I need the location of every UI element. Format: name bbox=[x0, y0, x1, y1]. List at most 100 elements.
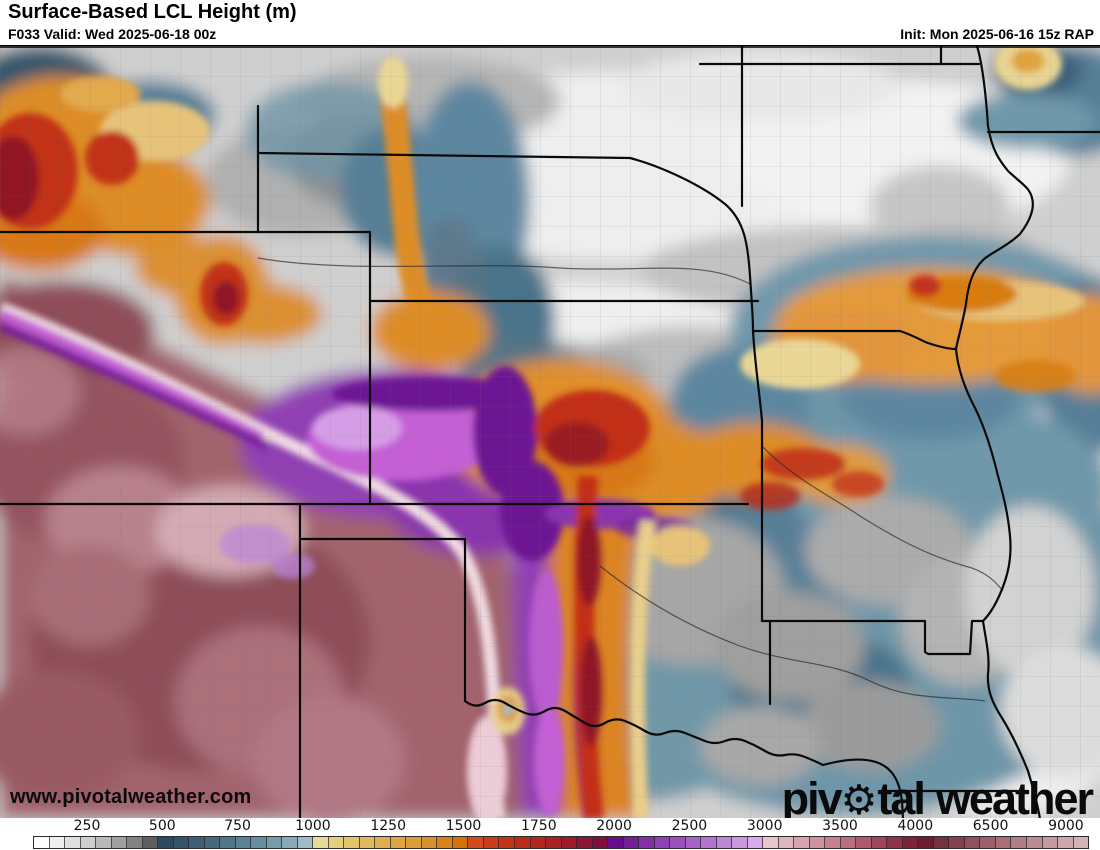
color-scale-cell bbox=[670, 837, 686, 848]
color-scale-cell bbox=[1011, 837, 1027, 848]
color-scale-cell bbox=[809, 837, 826, 848]
forecast-valid-label: F033 Valid: Wed 2025-06-18 00z bbox=[8, 26, 217, 42]
color-scale-cell bbox=[251, 837, 267, 848]
color-scale-cell bbox=[763, 837, 779, 848]
color-scale-cell bbox=[344, 837, 360, 848]
lcl-height-map: www.pivotalweather.com piv⚙tal weather bbox=[0, 45, 1100, 824]
state-boundaries-layer bbox=[0, 46, 1100, 819]
color-scale-cell bbox=[592, 837, 609, 848]
color-scale-cell bbox=[980, 837, 996, 848]
color-scale-cell bbox=[918, 837, 934, 848]
color-scale-cell bbox=[80, 837, 97, 848]
color-scale-cell bbox=[995, 837, 1012, 848]
color-scale-cell bbox=[623, 837, 640, 848]
color-scale-cell bbox=[701, 837, 717, 848]
color-scale-tick-label: 1000 bbox=[295, 818, 331, 834]
color-scale-cell bbox=[49, 837, 66, 848]
color-scale-tick-label: 1250 bbox=[370, 818, 407, 834]
color-scale-cell bbox=[266, 837, 283, 848]
model-init-label: Init: Mon 2025-06-16 15z RAP bbox=[900, 26, 1094, 42]
color-scale-cell bbox=[577, 837, 593, 848]
page-title: Surface-Based LCL Height (m) bbox=[8, 1, 297, 23]
color-scale-cell bbox=[778, 837, 795, 848]
color-scale-cell bbox=[189, 837, 205, 848]
color-scale-cell bbox=[437, 837, 453, 848]
color-scale-cell bbox=[235, 837, 252, 848]
color-scale-cell bbox=[747, 837, 764, 848]
logo-text-tal: tal bbox=[877, 773, 925, 824]
color-scale-tick-label: 9000 bbox=[1048, 818, 1084, 834]
color-scale-cell bbox=[654, 837, 671, 848]
color-scale-cell bbox=[173, 837, 190, 848]
color-scale-cell bbox=[220, 837, 236, 848]
color-scale-cell bbox=[406, 837, 422, 848]
color-scale-cell bbox=[514, 837, 531, 848]
gear-icon: ⚙ bbox=[840, 776, 878, 824]
color-scale-cell bbox=[468, 837, 484, 848]
contour-field-image bbox=[0, 46, 1100, 819]
rivers-layer bbox=[257, 257, 1004, 702]
color-scale-cell bbox=[375, 837, 391, 848]
color-scale-cell bbox=[359, 837, 376, 848]
color-scale-cell bbox=[840, 837, 857, 848]
color-scale-cell bbox=[902, 837, 919, 848]
color-scale-cell bbox=[313, 837, 329, 848]
color-scale-cell bbox=[1058, 837, 1074, 848]
color-scale-cell bbox=[452, 837, 469, 848]
color-scale-cell bbox=[297, 837, 314, 848]
color-scale-tick-label: 3500 bbox=[822, 818, 858, 834]
color-scale-tick-label: 1500 bbox=[445, 818, 482, 834]
color-scale-cell bbox=[530, 837, 547, 848]
color-scale-cell bbox=[111, 837, 128, 848]
color-scale-cell bbox=[65, 837, 81, 848]
color-scale-tick-label: 750 bbox=[224, 818, 251, 834]
color-scale-cell bbox=[639, 837, 655, 848]
color-scale-cell bbox=[608, 837, 624, 848]
color-scale-cell bbox=[1073, 837, 1089, 848]
color-scale-cell bbox=[127, 837, 143, 848]
watermark-url: www.pivotalweather.com bbox=[10, 786, 252, 808]
color-scale-cell bbox=[561, 837, 578, 848]
color-scale-tick-label: 250 bbox=[73, 818, 101, 834]
color-scale-cell bbox=[856, 837, 872, 848]
header: Surface-Based LCL Height (m) F033 Valid:… bbox=[0, 0, 1100, 45]
color-scale-cell bbox=[483, 837, 500, 848]
color-scale-cell bbox=[949, 837, 965, 848]
color-scale-cell bbox=[1042, 837, 1059, 848]
color-scale-cell bbox=[933, 837, 950, 848]
color-scale-cell bbox=[499, 837, 515, 848]
logo-text-piv: piv bbox=[781, 773, 843, 824]
color-scale-cell bbox=[328, 837, 345, 848]
color-scale-cell bbox=[716, 837, 733, 848]
color-scale-cell bbox=[1027, 837, 1043, 848]
color-scale-tick-label: 6500 bbox=[972, 818, 1009, 834]
color-scale-cell bbox=[421, 837, 438, 848]
color-scale-bar: 250 500 750 1000 1250 1500 1750 2000 2500 3000 350… bbox=[0, 818, 1100, 850]
color-scale-cell bbox=[204, 837, 221, 848]
color-scale-ticks: 250 500 750 1000 1250 1500 1750 2000 2500 3000 350… bbox=[0, 818, 1100, 835]
color-scale-cell bbox=[96, 837, 112, 848]
county-boundaries-layer bbox=[0, 46, 1100, 819]
color-scale-tick-label: 2000 bbox=[596, 818, 632, 834]
color-scale-cell bbox=[732, 837, 748, 848]
color-scale-cell bbox=[887, 837, 903, 848]
color-scale-cell bbox=[142, 837, 159, 848]
color-scale-cell bbox=[794, 837, 810, 848]
color-scale-cell bbox=[390, 837, 407, 848]
color-scale-cell bbox=[158, 837, 174, 848]
color-scale-cell bbox=[871, 837, 888, 848]
color-scale-tick-label: 3000 bbox=[746, 818, 783, 834]
color-scale-cell bbox=[685, 837, 702, 848]
color-scale-tick-label: 500 bbox=[148, 818, 176, 834]
color-scale-cell bbox=[825, 837, 841, 848]
color-scale-cell bbox=[964, 837, 981, 848]
color-scale-gradient bbox=[33, 836, 1089, 849]
logo-text-weather: weather bbox=[935, 773, 1094, 824]
color-scale-tick-label: 4000 bbox=[897, 818, 934, 834]
color-scale-cell bbox=[546, 837, 562, 848]
color-scale-cell bbox=[282, 837, 298, 848]
color-scale-tick-label: 2500 bbox=[671, 818, 708, 834]
color-scale-cell bbox=[34, 837, 50, 848]
pivotal-weather-logo: piv⚙tal weather bbox=[781, 773, 1094, 824]
